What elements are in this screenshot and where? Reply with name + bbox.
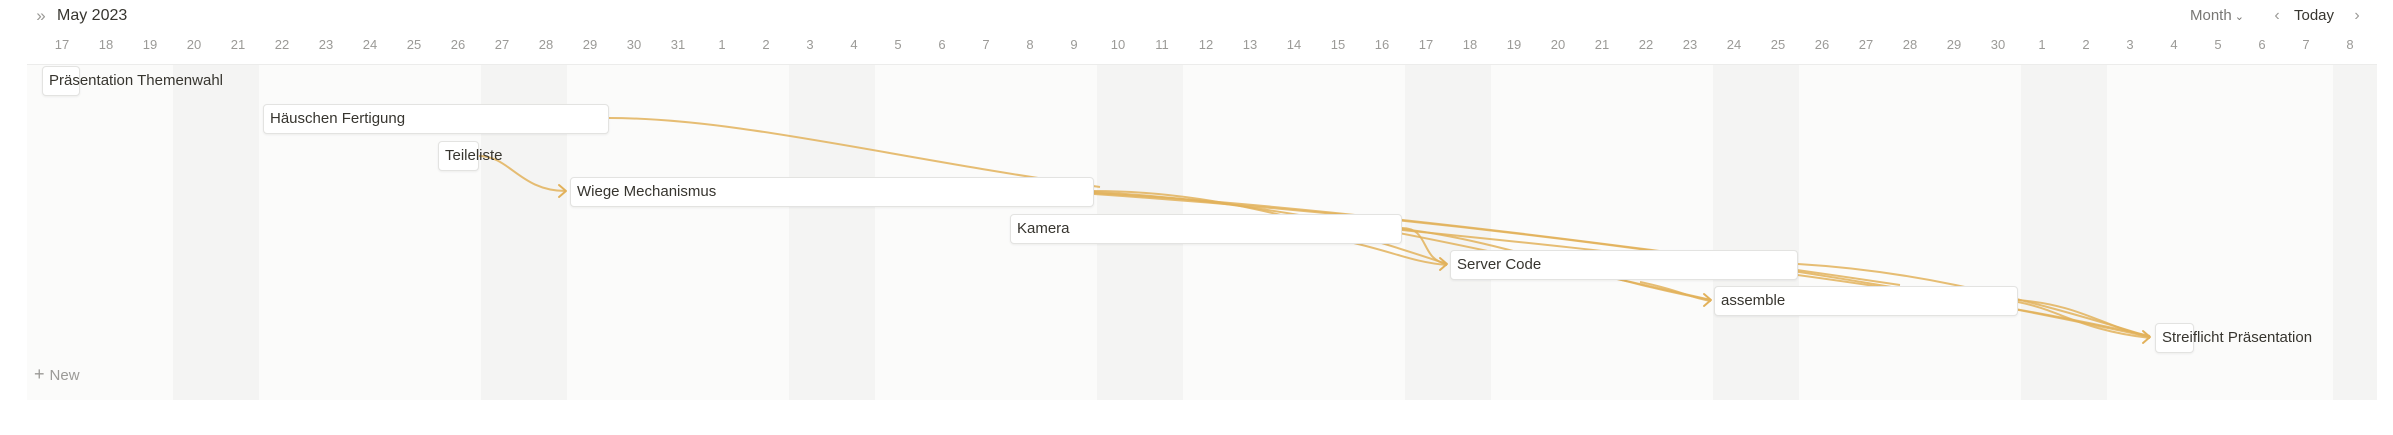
day-label: 7 [982,37,990,52]
task-bar-kamera[interactable]: Kamera [1010,214,1402,244]
weekend-band [789,65,875,400]
today-button[interactable]: Today [2294,7,2335,24]
task-label: assemble [1721,292,1786,309]
task-label: Server Code [1457,256,1542,273]
add-new-row-button[interactable]: + New [34,362,80,386]
day-label: 25 [1770,37,1786,52]
day-label: 29 [1946,37,1962,52]
day-label: 12 [1198,37,1214,52]
day-label: 8 [2346,37,2354,52]
day-label: 14 [1286,37,1302,52]
day-label: 31 [670,37,686,52]
day-label: 28 [1902,37,1918,52]
day-label: 16 [1374,37,1390,52]
task-bar-teileliste[interactable]: Teileliste [438,141,503,171]
day-label: 22 [274,37,290,52]
day-label: 11 [1155,37,1169,52]
day-label: 6 [2258,37,2266,52]
day-label: 19 [1506,37,1522,52]
day-label: 15 [1330,37,1346,52]
weekend-band [2021,65,2107,400]
day-label: 2 [762,37,770,52]
task-bar-wiege-mechanismus[interactable]: Wiege Mechanismus [570,177,1094,207]
day-label: 20 [186,37,202,52]
task-bar-assemble[interactable]: assemble [1714,286,2018,316]
task-bar-server-code[interactable]: Server Code [1450,250,1798,280]
day-label: 17 [54,37,70,52]
day-label: 4 [850,37,858,52]
day-label: 18 [98,37,114,52]
day-label: 5 [2214,37,2222,52]
day-label: 23 [318,37,334,52]
month-title: May 2023 [57,7,128,24]
day-label: 30 [1990,37,2006,52]
day-label: 2 [2082,37,2090,52]
weekend-band [2333,65,2377,400]
day-label: 27 [1858,37,1874,52]
new-label: New [49,367,80,384]
day-label: 26 [450,37,466,52]
plus-icon: + [34,364,45,384]
day-label: 7 [2302,37,2310,52]
day-label: 4 [2170,37,2178,52]
day-label: 13 [1242,37,1258,52]
day-label: 21 [230,37,246,52]
day-label: 10 [1110,37,1126,52]
weekend-band [1405,65,1491,400]
day-label: 29 [582,37,598,52]
task-label: Teileliste [445,147,503,164]
view-mode-label: Month [2190,7,2232,24]
task-label: Häuschen Fertigung [270,110,406,127]
chevron-right-icon[interactable]: › [2354,7,2360,24]
day-label: 18 [1462,37,1478,52]
day-label: 21 [1594,37,1610,52]
task-label: Kamera [1017,220,1070,237]
double-chevron-right-icon[interactable]: » [36,6,46,25]
chevron-down-icon: ⌄ [2234,11,2244,23]
day-label: 9 [1070,37,1078,52]
day-label: 26 [1814,37,1830,52]
day-label: 20 [1550,37,1566,52]
task-label: Präsentation Themenwahl [49,72,223,89]
day-header-row: 17 18 19 20 21 22 23 24 25 26 27 28 29 30 31 1 2 3 4 5 6 7 8 9 1… [0,34,2393,56]
chevron-left-icon[interactable]: ‹ [2274,7,2280,24]
weekend-band [173,65,259,400]
day-label: 17 [1418,37,1434,52]
task-bar-streiflicht-praesentation[interactable]: Streiflicht Präsentation [2155,323,2312,353]
day-label: 8 [1026,37,1034,52]
day-label: 22 [1638,37,1654,52]
day-label: 27 [494,37,510,52]
weekend-band [1713,65,1799,400]
day-label: 24 [362,37,378,52]
day-label: 19 [142,37,158,52]
day-label: 24 [1726,37,1742,52]
task-label: Streiflicht Präsentation [2162,329,2313,346]
day-label: 23 [1682,37,1698,52]
day-label: 5 [894,37,902,52]
task-bar-haeuschen-fertigung[interactable]: Häuschen Fertigung [263,104,609,134]
timeline-toolbar: » May 2023 Month ⌄ ‹ Today › [0,0,2393,32]
day-label: 1 [718,37,726,52]
day-label: 3 [2126,37,2134,52]
day-label: 30 [626,37,642,52]
day-label: 3 [806,37,814,52]
task-bar-praesentation-themenwahl[interactable]: Präsentation Themenwahl [42,66,223,96]
view-mode-select[interactable]: Month ⌄ [2190,5,2244,28]
day-label: 25 [406,37,422,52]
task-label: Wiege Mechanismus [577,183,717,200]
day-label: 1 [2038,37,2046,52]
day-label: 28 [538,37,554,52]
day-label: 6 [938,37,946,52]
